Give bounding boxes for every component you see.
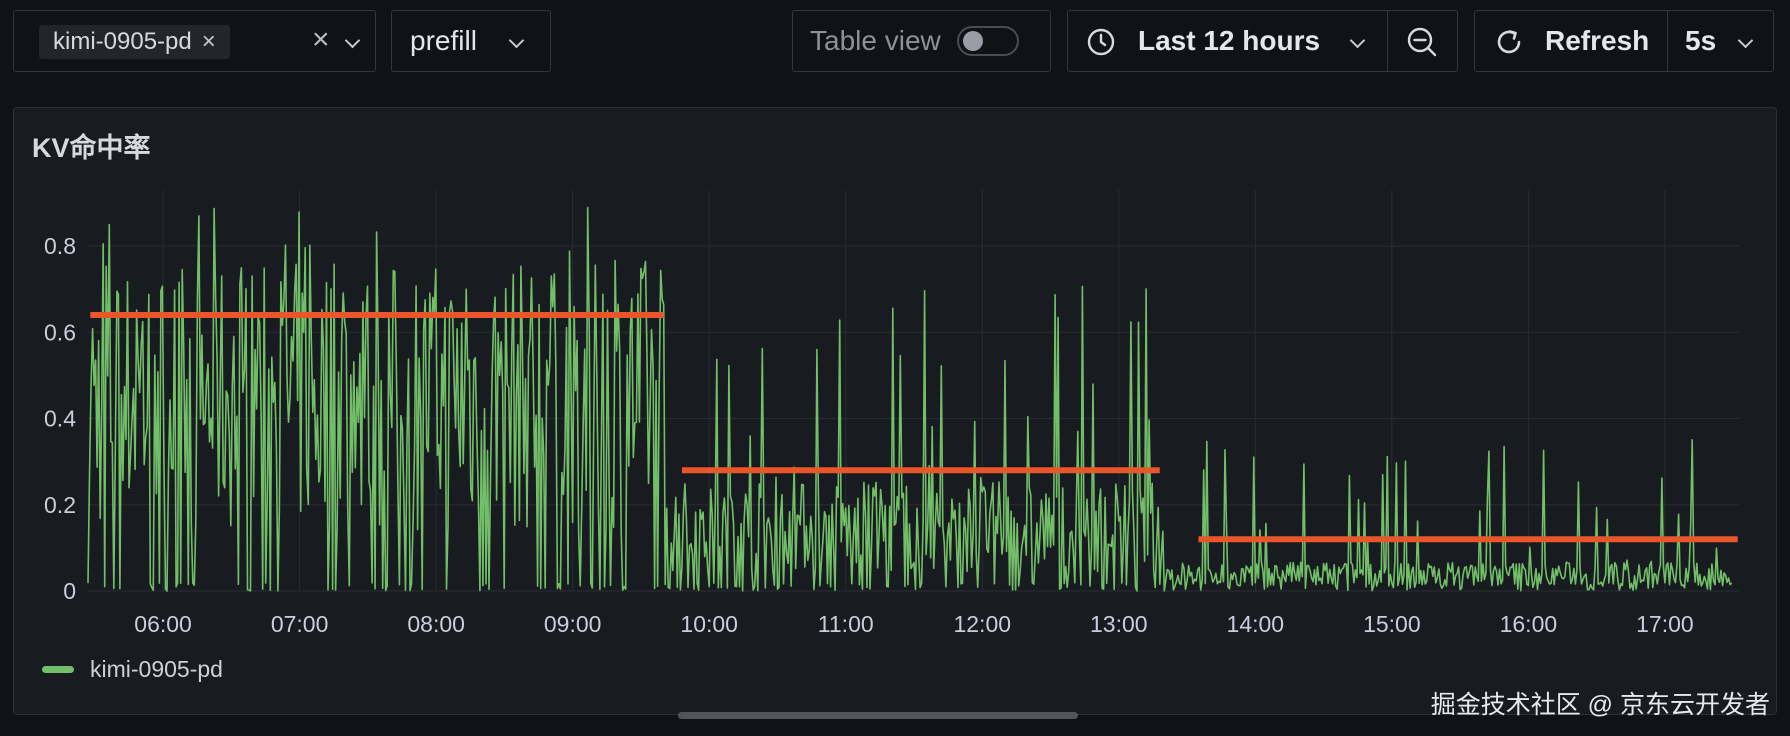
close-icon[interactable]: × xyxy=(201,28,216,55)
x-tick-label: 15:00 xyxy=(1363,611,1421,637)
refresh-icon[interactable] xyxy=(1493,26,1525,58)
stage-select[interactable]: prefill xyxy=(391,10,551,72)
x-tick-label: 06:00 xyxy=(134,611,192,637)
instance-filter[interactable]: kimi-0905-pd × × xyxy=(13,10,376,72)
x-tick-label: 14:00 xyxy=(1227,611,1285,637)
x-tick-label: 07:00 xyxy=(271,611,329,637)
horizontal-scrollbar[interactable] xyxy=(678,712,1078,719)
table-view-control: Table view xyxy=(792,10,1051,72)
table-view-label: Table view xyxy=(810,25,941,56)
clear-filter-close-icon[interactable]: × xyxy=(312,23,330,56)
x-tick-label: 13:00 xyxy=(1090,611,1148,637)
instance-chip: kimi-0905-pd × xyxy=(39,25,230,59)
y-tick-label: 0.4 xyxy=(44,406,76,432)
y-tick-label: 0.2 xyxy=(44,492,76,518)
x-tick-label: 12:00 xyxy=(953,611,1011,637)
legend-series-label: kimi-0905-pd xyxy=(90,656,223,682)
y-tick-label: 0.8 xyxy=(44,233,76,259)
x-tick-label: 11:00 xyxy=(818,611,874,637)
y-tick-label: 0.6 xyxy=(44,319,76,345)
zoom-out-icon[interactable] xyxy=(1405,25,1439,59)
legend-swatch xyxy=(42,666,74,673)
x-tick-label: 10:00 xyxy=(680,611,738,637)
stage-select-value: prefill xyxy=(410,25,477,56)
x-tick-label: 16:00 xyxy=(1500,611,1558,637)
time-range-picker[interactable]: Last 12 hours xyxy=(1067,10,1458,72)
clock-icon xyxy=(1086,27,1116,57)
panel-title: KV命中率 xyxy=(32,133,151,163)
refresh-control: Refresh 5s xyxy=(1474,10,1774,72)
time-range-label: Last 12 hours xyxy=(1138,25,1321,56)
table-view-toggle[interactable] xyxy=(956,26,1019,56)
watermark: 掘金技术社区 @ 京东云开发者 xyxy=(1430,691,1770,719)
x-tick-label: 17:00 xyxy=(1636,611,1694,637)
instance-chip-label: kimi-0905-pd xyxy=(53,28,192,55)
y-tick-label: 0 xyxy=(63,578,76,604)
x-tick-label: 09:00 xyxy=(544,611,602,637)
refresh-interval-value[interactable]: 5s xyxy=(1685,25,1717,56)
legend[interactable]: kimi-0905-pd xyxy=(42,656,223,683)
x-tick-label: 08:00 xyxy=(407,611,465,637)
series-line-kimi-0905-pd xyxy=(87,206,1733,592)
refresh-button[interactable]: Refresh xyxy=(1545,25,1650,56)
